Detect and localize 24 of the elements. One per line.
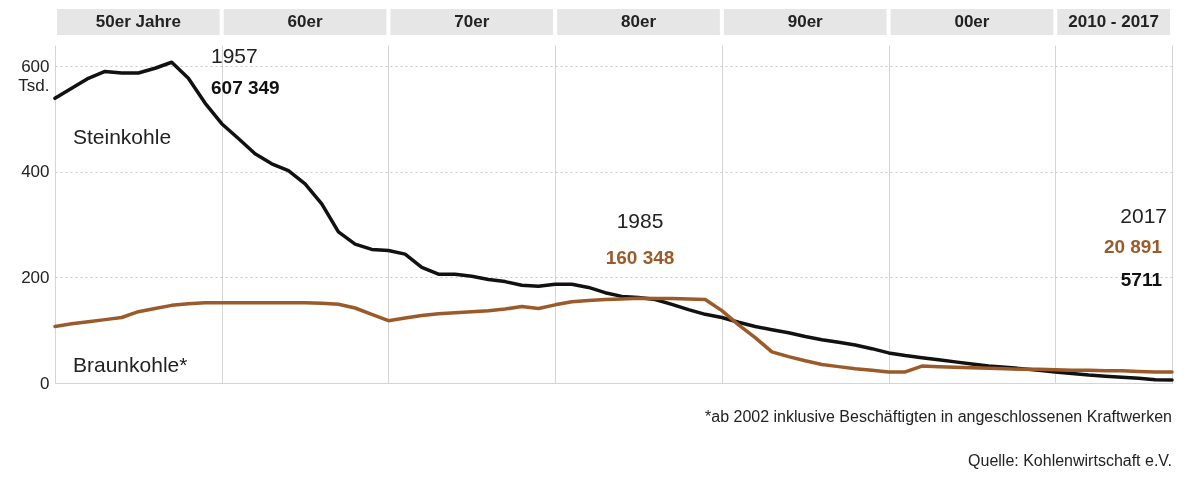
source-note: Quelle: Kohlenwirtschaft e.V. [968,452,1172,469]
series-label: Braunkohle* [73,353,188,377]
text: 2010 - 2017 [1068,12,1160,31]
annotation: 2017 [1120,204,1167,227]
text: 80er [621,12,657,31]
text: 50er Jahre [95,12,181,31]
text: 00er [954,12,990,31]
y-axis-title: Tsd. [18,75,50,95]
annotation: 1985 [616,209,664,232]
annotation: 607 349 [211,77,280,98]
y-tick-label: 400 [21,162,50,182]
y-tick-label: 200 [21,267,50,287]
text: *ab 2002 inklusive Beschäftigten in angeschlossenen Kraftwerken [705,408,1172,425]
y-tick-label: 0 [40,373,50,393]
text: 60er [287,12,323,31]
annotation: 5711 [1120,269,1163,290]
line-series [53,296,1174,374]
y-tick-label: 600 [21,56,50,76]
annotation: 1957 [211,44,258,67]
series-label: Steinkohle [73,125,172,149]
text: 70er [454,12,490,31]
annotation: 20 891 [1103,236,1163,257]
text: 90er [787,12,824,31]
annotation: 160 348 [605,247,675,268]
